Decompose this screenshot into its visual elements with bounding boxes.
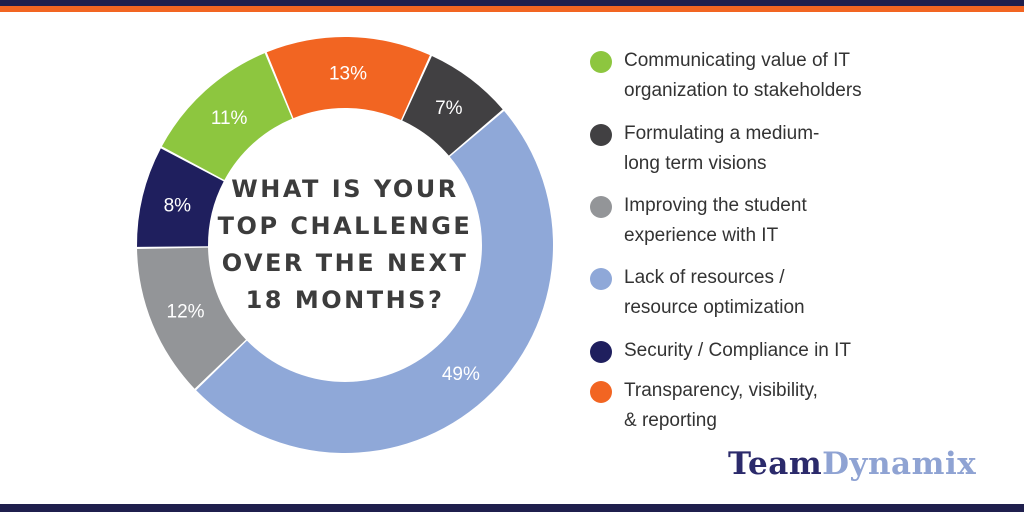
chart-title-line: 18 MONTHS? <box>245 286 445 314</box>
bottom-navy-stripe <box>0 504 1024 512</box>
legend-label: Improving the student experience with IT <box>624 195 807 246</box>
legend-swatch <box>590 124 612 146</box>
donut-value-label: 11% <box>211 108 248 129</box>
top-navy-stripe <box>0 0 1024 6</box>
donut-slice <box>266 37 430 120</box>
chart-title-line: WHAT IS YOUR <box>231 175 459 203</box>
donut-slice <box>137 148 224 247</box>
donut-slice <box>137 247 246 389</box>
teamdynamix-logo: TeamDynamix <box>728 446 976 482</box>
donut-slice <box>196 111 553 453</box>
legend-label: Lack of resources / resource optimizatio… <box>624 267 805 318</box>
donut-slice <box>402 56 503 156</box>
legend-item-communicating-value: Communicating value of IT organization t… <box>590 46 1004 106</box>
legend-swatch <box>590 341 612 363</box>
logo-dynamix-text: Dynamix <box>822 446 977 482</box>
legend-item-transparency: Transparency, visibility, & reporting <box>590 376 1004 436</box>
legend-item-security-compliance: Security / Compliance in IT <box>590 336 1004 366</box>
legend-label: Formulating a medium- long term visions <box>624 123 820 174</box>
legend-label: Security / Compliance in IT <box>624 340 852 361</box>
top-orange-stripe <box>0 6 1024 12</box>
donut-value-label: 13% <box>329 64 367 85</box>
legend-item-student-experience: Improving the student experience with IT <box>590 191 1004 251</box>
chart-title: WHAT IS YOUR TOP CHALLENGE OVER THE NEXT… <box>190 171 500 319</box>
legend-label: Communicating value of IT organization t… <box>624 50 862 101</box>
legend-label: Transparency, visibility, & reporting <box>624 380 818 431</box>
donut-value-label: 8% <box>164 195 192 216</box>
donut-slices <box>137 37 553 453</box>
chart-title-line: OVER THE NEXT <box>221 249 469 277</box>
donut-value-label: 12% <box>167 302 205 323</box>
legend-swatch <box>590 51 612 73</box>
legend-swatch <box>590 381 612 403</box>
legend-item-lack-of-resources: Lack of resources / resource optimizatio… <box>590 263 1004 323</box>
legend-swatch <box>590 268 612 290</box>
donut-value-label: 49% <box>442 364 480 385</box>
chart-title-line: TOP CHALLENGE <box>217 212 473 240</box>
legend-swatch <box>590 196 612 218</box>
donut-value-label: 7% <box>435 98 463 119</box>
donut-slice <box>161 53 293 181</box>
donut-value-labels: 11% 13% 7% 49% 12% 8% <box>164 64 480 385</box>
legend-item-formulating-vision: Formulating a medium- long term visions <box>590 119 1004 179</box>
logo-team-text: Team <box>728 446 823 482</box>
